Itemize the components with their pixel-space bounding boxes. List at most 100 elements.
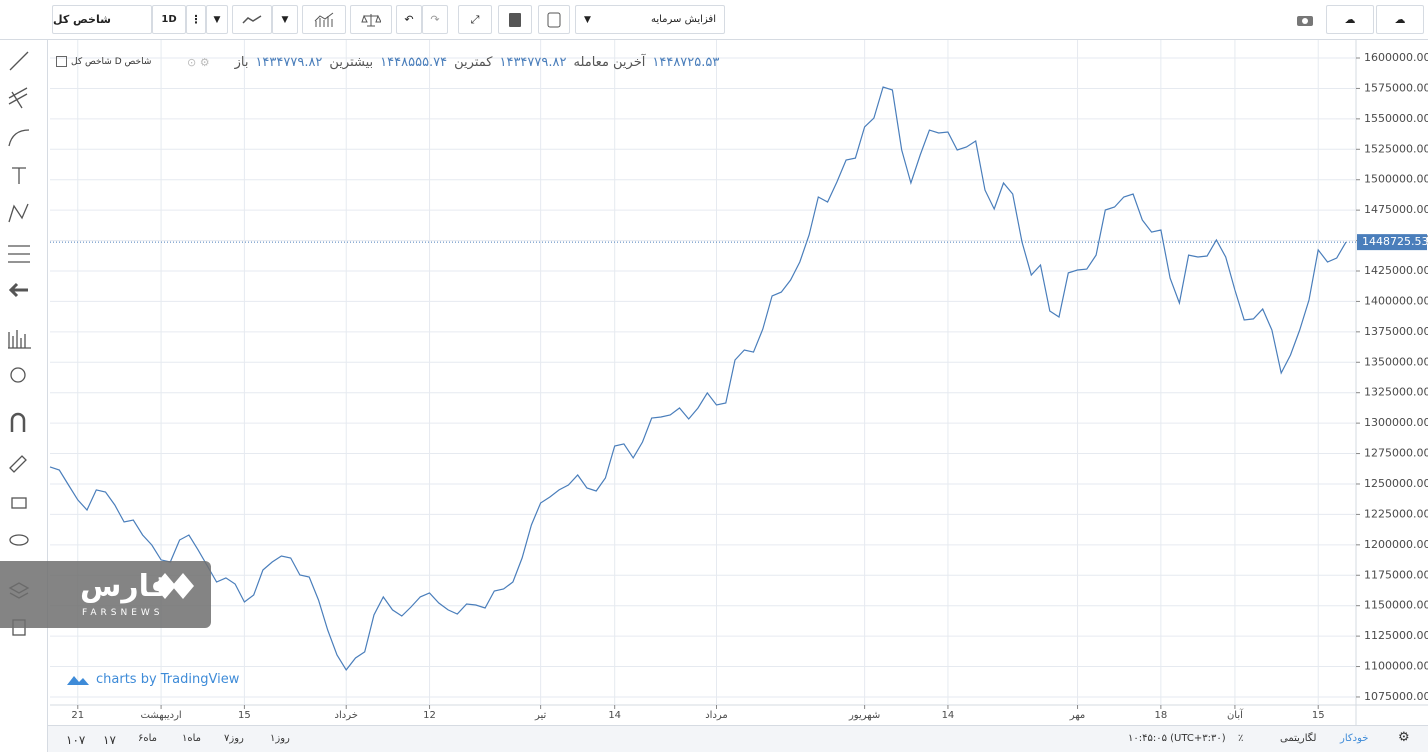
load-button[interactable] <box>538 5 570 34</box>
y-tick-label: 1575000.00 <box>1364 81 1428 94</box>
bottom-bar: ۱۰۷ ۱۷ ۶ماه ۱ماه روز۷ روز۱ ۱۰:۴۵:۰۵ (UTC… <box>48 725 1428 752</box>
legend-value: ۱۴۴۸۷۲۵.۵۳ <box>652 55 720 70</box>
legend-value: ۱۴۴۸۵۵۵.۷۴ <box>380 55 448 70</box>
y-tick-label: 1525000.00 <box>1364 142 1428 155</box>
collapse-box[interactable] <box>56 56 67 67</box>
auto-toggle[interactable]: خودکار <box>1340 733 1369 744</box>
settings-button[interactable]: ⚙ <box>1398 730 1410 745</box>
y-tick-label: 1400000.00 <box>1364 294 1428 307</box>
zoom-icon[interactable] <box>10 367 26 383</box>
y-tick-label: 1175000.00 <box>1364 568 1428 581</box>
dropdown-arrow: ▼ <box>584 14 591 25</box>
y-tick-label: 1550000.00 <box>1364 112 1428 125</box>
percent-toggle[interactable]: ٪ <box>1238 733 1244 744</box>
watermark-emblem <box>154 573 194 599</box>
y-tick-label: 1375000.00 <box>1364 325 1428 338</box>
chart-style-dropdown[interactable]: ▼ <box>272 5 298 34</box>
y-tick-label: 1300000.00 <box>1364 416 1428 429</box>
lock-draw-icon[interactable] <box>9 455 27 473</box>
legend-label: آخرین معامله <box>573 55 646 70</box>
line-icon <box>242 14 262 24</box>
redo-button[interactable]: ↷ <box>422 5 448 34</box>
range-button[interactable]: ۱۰۷ <box>66 733 86 747</box>
y-tick-label: 1250000.00 <box>1364 477 1428 490</box>
interval-dropdown[interactable]: ▼ <box>206 5 228 34</box>
ohlc-legend: ⊙ ⚙ باز ۱۴۳۴۷۷۹.۸۲ بیشترین ۱۴۴۸۵۵۵.۷۴ کمترین… <box>187 55 720 70</box>
y-tick-label: 1275000.00 <box>1364 447 1428 460</box>
legend-label: باز <box>234 55 249 70</box>
indicators-button[interactable] <box>302 5 346 34</box>
pattern-icon[interactable] <box>8 203 29 223</box>
x-tick-label: آبان <box>1227 708 1244 721</box>
download-button[interactable]: ☁ <box>1326 5 1374 34</box>
x-tick-label: 15 <box>238 710 251 721</box>
last-price-label: 1448725.53 <box>1362 235 1428 248</box>
undo-button[interactable]: ↶ <box>396 5 422 34</box>
x-tick-label: تیر <box>534 710 547 721</box>
y-tick-label: 1600000.00 <box>1364 51 1428 64</box>
upload-button[interactable]: ☁ <box>1376 5 1424 34</box>
legend-value: ۱۴۳۴۷۷۹.۸۲ <box>499 55 567 70</box>
study-name: افزایش سرمایه <box>650 14 716 25</box>
study-select[interactable]: ▼ افزایش سرمایه <box>575 5 725 34</box>
x-tick-label: اردیبهشت <box>140 710 181 721</box>
brush-icon[interactable] <box>8 129 30 147</box>
tv-logo <box>67 675 89 685</box>
magnet-icon[interactable] <box>10 412 26 432</box>
trendline-icon[interactable] <box>9 51 29 71</box>
symbol-legend: شاخص D شاخص کل <box>56 56 151 67</box>
y-tick-label: 1425000.00 <box>1364 264 1428 277</box>
y-tick-label: 1200000.00 <box>1364 538 1428 551</box>
chart-tools-icon[interactable] <box>8 330 31 349</box>
left-toolbar <box>0 10 48 752</box>
interval-button[interactable]: 1D <box>152 5 186 34</box>
legend-buttons[interactable]: ⊙ ⚙ <box>187 56 210 69</box>
prediction-icon[interactable] <box>8 245 30 263</box>
snapshot-button[interactable] <box>1288 5 1322 34</box>
fullscreen-button[interactable]: ⤢ <box>458 5 492 34</box>
range-button[interactable]: روز۱ <box>270 733 290 744</box>
x-tick-label: مهر <box>1069 710 1085 721</box>
indicators-icon <box>314 12 334 27</box>
price-line <box>49 86 1347 671</box>
book-icon <box>509 12 521 27</box>
drawing-tools <box>8 10 31 636</box>
watermark: فارس FARSNEWS <box>0 561 211 628</box>
x-tick-label: 14 <box>608 710 621 721</box>
x-tick-label: 14 <box>942 710 955 721</box>
last-price-tag <box>1357 234 1427 251</box>
y-tick-label: 1500000.00 <box>1364 173 1428 186</box>
legend-label: کمترین <box>454 55 493 70</box>
symbol-legend-text: شاخص D شاخص کل <box>71 56 152 67</box>
clock: ۱۰:۴۵:۰۵ (UTC+۳:۳۰) <box>1128 733 1226 744</box>
legend-value: ۱۴۳۴۷۷۹.۸۲ <box>255 55 323 70</box>
x-tick-label: 18 <box>1154 710 1167 721</box>
plot-area <box>50 40 1356 705</box>
save-button[interactable] <box>498 5 532 34</box>
attribution[interactable]: charts by TradingView <box>66 672 239 687</box>
chart-style-button[interactable] <box>232 5 272 34</box>
lock-icon[interactable] <box>11 497 27 509</box>
compare-button[interactable] <box>350 5 392 34</box>
symbol-input[interactable]: شاخص کل <box>52 5 152 34</box>
x-tick-label: 12 <box>423 710 436 721</box>
y-tick-label: 1225000.00 <box>1364 507 1428 520</box>
top-toolbar: شاخص کل 1D ⋮ ▼ ▼ ↶ ↷ ⤢ ▼ افزایش سرمایه ☁ … <box>0 0 1428 40</box>
camera-icon <box>1297 15 1313 26</box>
range-button[interactable]: ۶ماه <box>138 733 158 744</box>
interval-menu[interactable]: ⋮ <box>186 5 206 34</box>
y-tick-label: 1475000.00 <box>1364 203 1428 216</box>
range-button[interactable]: ۱ماه <box>182 733 202 744</box>
legend-label: بیشترین <box>329 55 374 70</box>
y-tick-label: 1075000.00 <box>1364 690 1428 703</box>
attribution-text: charts by TradingView <box>96 672 240 687</box>
range-button[interactable]: ۱۷ <box>103 733 116 747</box>
range-button[interactable]: روز۷ <box>224 733 244 744</box>
text-icon[interactable] <box>12 167 26 184</box>
y-tick-label: 1125000.00 <box>1364 629 1428 642</box>
back-icon[interactable] <box>8 282 28 298</box>
log-toggle[interactable]: لگاریتمی <box>1280 733 1317 744</box>
eye-icon[interactable] <box>9 534 29 546</box>
fib-icon[interactable] <box>8 87 28 109</box>
